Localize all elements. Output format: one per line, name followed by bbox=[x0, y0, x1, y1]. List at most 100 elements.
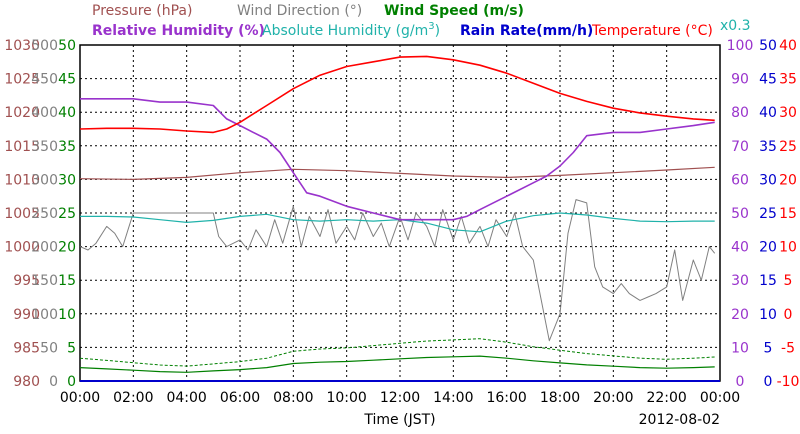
y-tick-pressure: 1005 bbox=[4, 206, 40, 222]
y-tick-temperature: 30 bbox=[779, 105, 797, 121]
y-tick-relative-humidity: 40 bbox=[731, 240, 749, 256]
y-tick-wind-direction: 250 bbox=[31, 206, 58, 222]
y-tick-pressure: 1020 bbox=[4, 105, 40, 121]
y-tick-pressure: 1000 bbox=[4, 240, 40, 256]
y-tick-rain-rate: 5 bbox=[764, 340, 773, 356]
legend-rain-rate: Rain Rate(mm/h) bbox=[460, 23, 593, 39]
y-tick-wind-speed: 25 bbox=[58, 206, 76, 222]
y-tick-pressure: 990 bbox=[13, 307, 40, 323]
y-tick-temperature: 5 bbox=[784, 273, 793, 289]
y-tick-relative-humidity: 90 bbox=[731, 72, 749, 88]
y-tick-wind-speed: 45 bbox=[58, 72, 76, 88]
y-tick-relative-humidity: 0 bbox=[736, 374, 745, 390]
y-tick-wind-speed: 35 bbox=[58, 139, 76, 155]
y-tick-rain-rate: 40 bbox=[759, 105, 777, 121]
y-tick-wind-speed: 0 bbox=[67, 374, 76, 390]
y-tick-temperature: -10 bbox=[777, 374, 800, 390]
y-tick-wind-direction: 100 bbox=[31, 307, 58, 323]
y-tick-temperature: 10 bbox=[779, 240, 797, 256]
y-tick-wind-speed: 20 bbox=[58, 240, 76, 256]
x-tick-label: 04:00 bbox=[166, 390, 206, 406]
y-tick-rain-rate: 20 bbox=[759, 240, 777, 256]
legend-abs-humidity-sup: 3 bbox=[428, 21, 434, 32]
y-tick-wind-direction: 400 bbox=[31, 105, 58, 121]
x-tick-label: 18:00 bbox=[540, 390, 580, 406]
y-tick-wind-speed: 30 bbox=[58, 172, 76, 188]
x-tick-label: 00:00 bbox=[60, 390, 100, 406]
x-tick-label: 06:00 bbox=[220, 390, 260, 406]
series-wind-speed-max bbox=[79, 338, 715, 367]
y-tick-wind-direction: 150 bbox=[31, 273, 58, 289]
series-pressure-hpa bbox=[79, 166, 715, 180]
legend-scale-note: x0.3 bbox=[720, 18, 751, 34]
y-tick-rain-rate: 30 bbox=[759, 172, 777, 188]
y-tick-temperature: 25 bbox=[779, 139, 797, 155]
y-tick-wind-direction: 300 bbox=[31, 172, 58, 188]
y-tick-temperature: 40 bbox=[779, 38, 797, 54]
legend-relative-humidity: Relative Humidity (%) bbox=[92, 23, 265, 39]
y-tick-wind-speed: 10 bbox=[58, 307, 76, 323]
y-tick-temperature: 15 bbox=[779, 206, 797, 222]
series-temperature-c bbox=[79, 55, 715, 134]
y-tick-relative-humidity: 10 bbox=[731, 340, 749, 356]
axis-tick-labels: 00:00 02:00 04:00 06:00 08:00 10:00 12:00 14:00… bbox=[4, 38, 799, 406]
y-tick-relative-humidity: 100 bbox=[727, 38, 754, 54]
x-tick-label: 00:00 bbox=[700, 390, 740, 406]
series-wind-speed-m-s bbox=[79, 355, 715, 373]
legend-pressure: Pressure (hPa) bbox=[92, 3, 192, 19]
series-wind-direction bbox=[79, 199, 716, 342]
y-tick-wind-direction: 450 bbox=[31, 72, 58, 88]
y-tick-rain-rate: 10 bbox=[759, 307, 777, 323]
y-tick-pressure: 985 bbox=[13, 340, 40, 356]
chart-date: 2012-08-02 bbox=[639, 412, 720, 428]
y-tick-rain-rate: 35 bbox=[759, 139, 777, 155]
y-tick-temperature: 0 bbox=[784, 307, 793, 323]
y-tick-temperature: -5 bbox=[781, 340, 795, 356]
y-tick-rain-rate: 15 bbox=[759, 273, 777, 289]
data-series bbox=[79, 55, 720, 382]
y-tick-relative-humidity: 80 bbox=[731, 105, 749, 121]
y-tick-wind-direction: 500 bbox=[31, 38, 58, 54]
legend-wind-direction: Wind Direction (°) bbox=[237, 3, 362, 19]
y-tick-wind-direction: 200 bbox=[31, 240, 58, 256]
y-tick-rain-rate: 50 bbox=[759, 38, 777, 54]
x-tick-label: 16:00 bbox=[486, 390, 526, 406]
y-tick-relative-humidity: 20 bbox=[731, 307, 749, 323]
y-tick-wind-speed: 50 bbox=[58, 38, 76, 54]
y-tick-relative-humidity: 50 bbox=[731, 206, 749, 222]
x-tick-label: 20:00 bbox=[593, 390, 633, 406]
legend-wind-speed: Wind Speed (m/s) bbox=[384, 3, 524, 19]
legend-absolute-humidity: Absolute Humidity (g/m3) bbox=[262, 21, 440, 39]
y-tick-relative-humidity: 70 bbox=[731, 139, 749, 155]
x-tick-label: 12:00 bbox=[380, 390, 420, 406]
y-tick-rain-rate: 25 bbox=[759, 206, 777, 222]
y-tick-relative-humidity: 30 bbox=[731, 273, 749, 289]
y-tick-pressure: 1025 bbox=[4, 72, 40, 88]
x-axis-label: Time (JST) bbox=[363, 412, 435, 428]
grid-lines bbox=[80, 45, 720, 381]
y-tick-wind-direction: 350 bbox=[31, 139, 58, 155]
legend-temperature: Temperature (°C) bbox=[591, 23, 713, 39]
y-tick-pressure: 1030 bbox=[4, 38, 40, 54]
y-tick-rain-rate: 45 bbox=[759, 72, 777, 88]
y-tick-wind-direction: 0 bbox=[49, 374, 58, 390]
y-tick-pressure: 980 bbox=[13, 374, 40, 390]
y-tick-wind-speed: 5 bbox=[67, 340, 76, 356]
y-tick-wind-speed: 40 bbox=[58, 105, 76, 121]
x-tick-label: 08:00 bbox=[273, 390, 313, 406]
y-tick-temperature: 20 bbox=[779, 172, 797, 188]
series-relative-humidity bbox=[80, 98, 715, 221]
x-tick-label: 22:00 bbox=[646, 390, 686, 406]
y-tick-relative-humidity: 60 bbox=[731, 172, 749, 188]
x-tick-label: 10:00 bbox=[326, 390, 366, 406]
x-tick-label: 14:00 bbox=[433, 390, 473, 406]
y-tick-pressure: 1010 bbox=[4, 172, 40, 188]
legend-abs-humidity-text: Absolute Humidity (g/m bbox=[262, 23, 428, 39]
y-tick-wind-speed: 15 bbox=[58, 273, 76, 289]
y-tick-wind-direction: 50 bbox=[40, 340, 58, 356]
y-tick-pressure: 995 bbox=[13, 273, 40, 289]
legend-abs-humidity-close: ) bbox=[435, 23, 440, 39]
y-tick-pressure: 1015 bbox=[4, 139, 40, 155]
x-tick-label: 02:00 bbox=[113, 390, 153, 406]
